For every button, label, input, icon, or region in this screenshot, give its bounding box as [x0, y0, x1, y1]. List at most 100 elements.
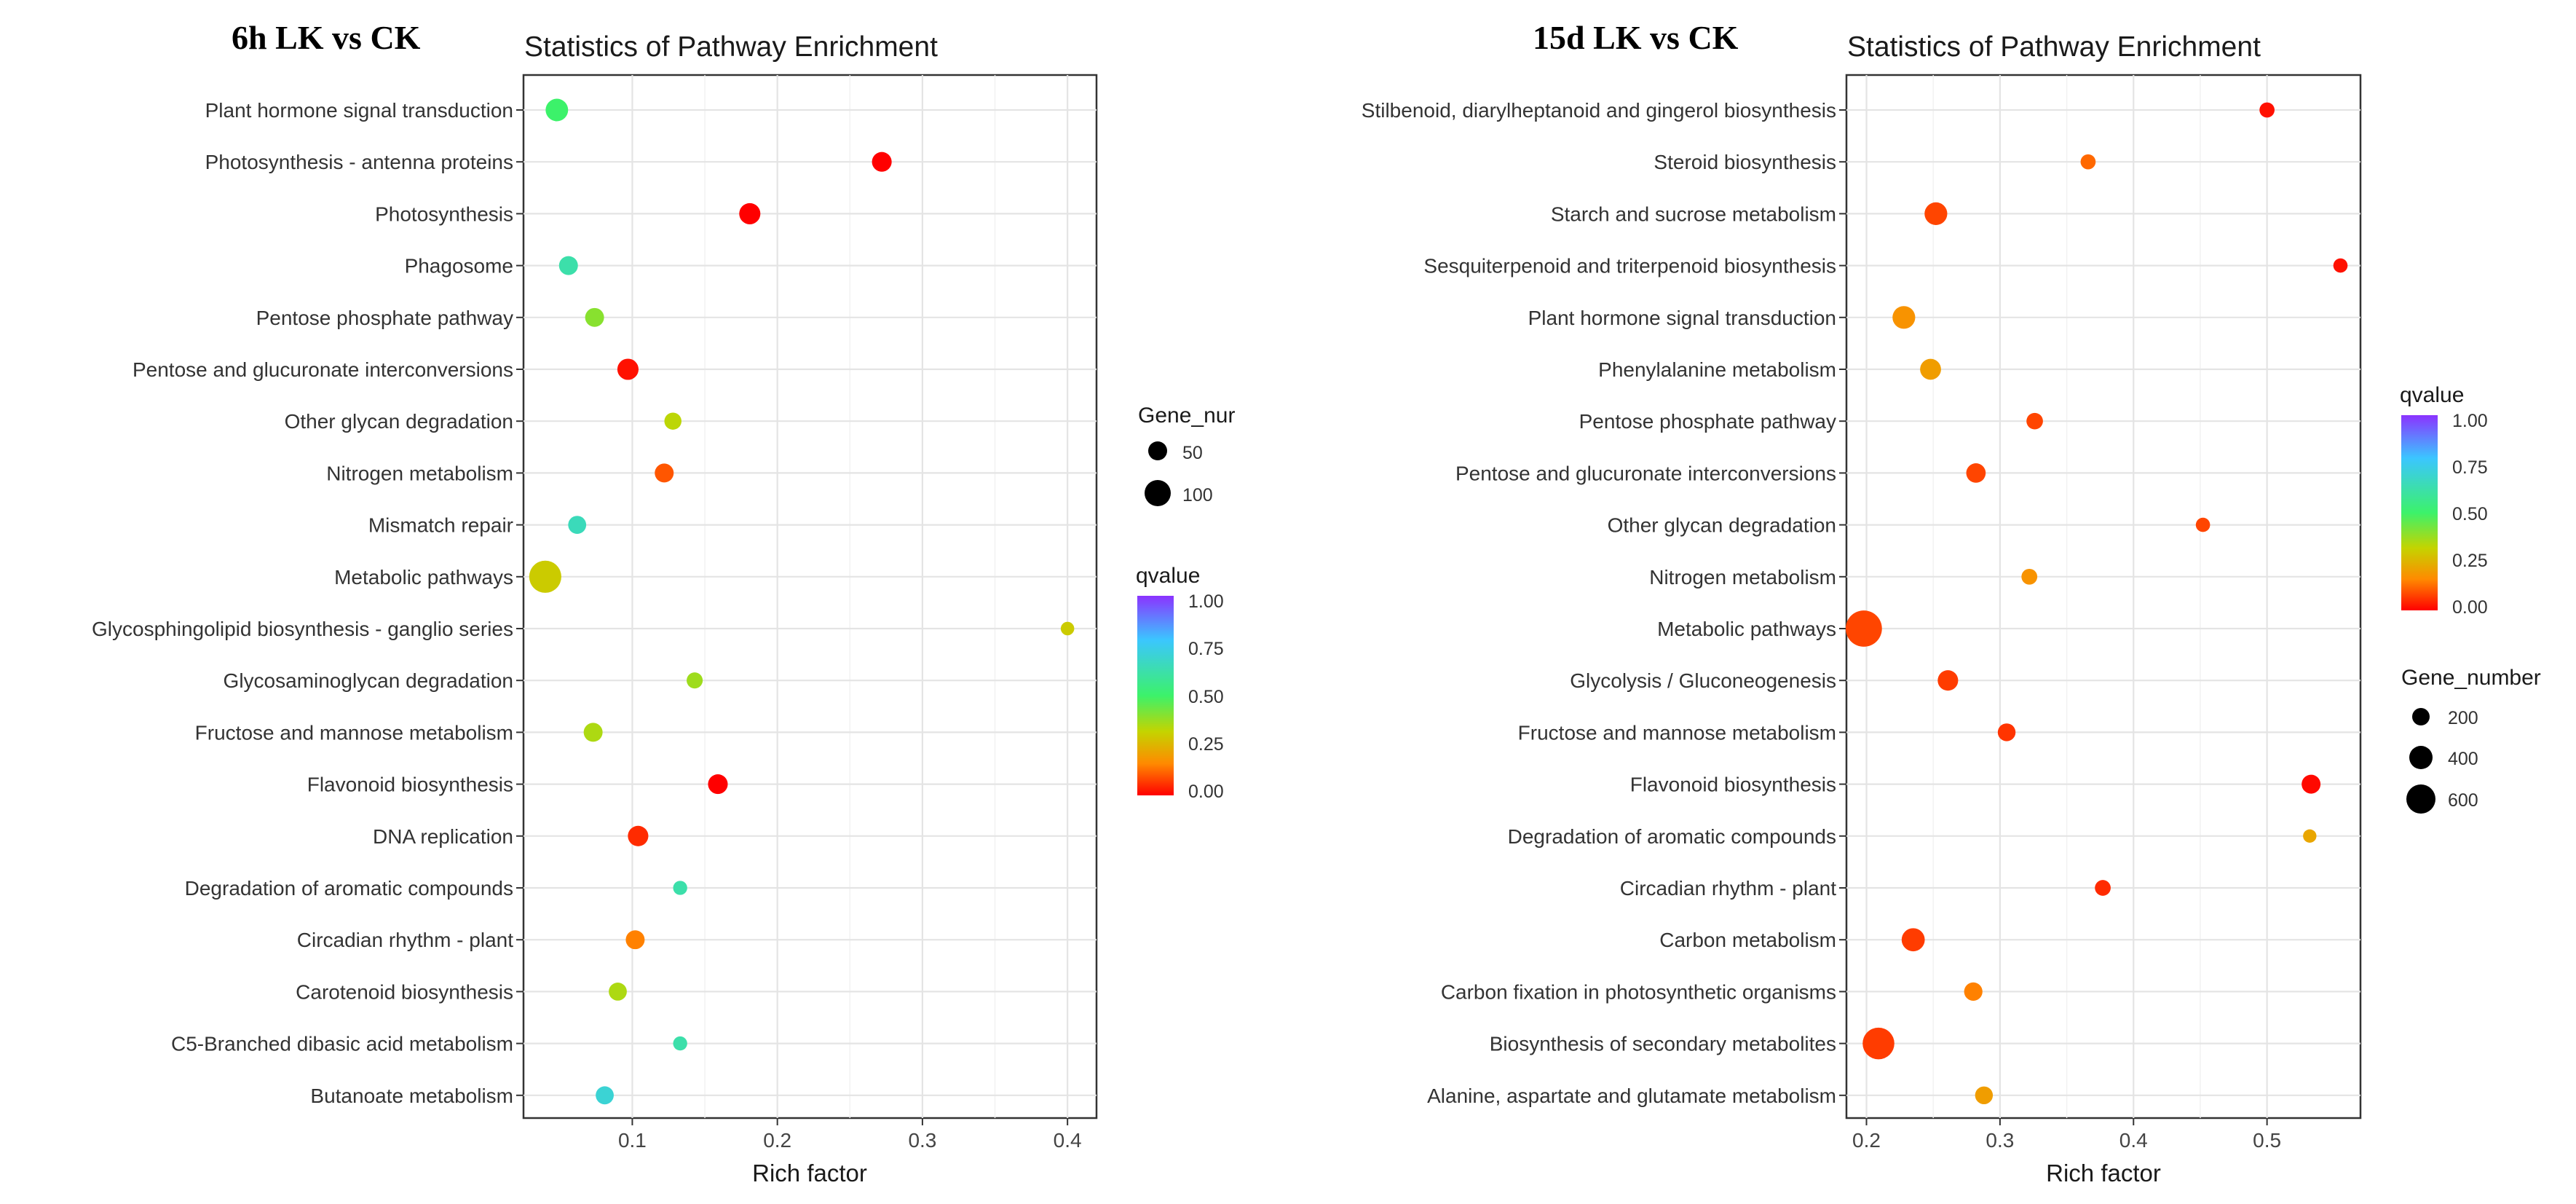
y-tick-label: Nitrogen metabolism	[1649, 566, 1836, 589]
x-tick-label: 0.2	[1852, 1129, 1881, 1152]
points-6h	[529, 98, 1075, 1105]
size-legend-label-600: 600	[2448, 790, 2478, 811]
scatter-point	[585, 307, 604, 327]
chart-6h-panel: 6h LK vs CK Statistics of Pathway Enrich…	[92, 19, 1235, 1187]
color-tick-025: 0.25	[2452, 551, 2488, 571]
size-legend-dot-200	[2412, 708, 2430, 725]
scatter-point	[1920, 358, 1941, 380]
y-tick-label: Degradation of aromatic compounds	[185, 877, 513, 900]
color-bar-15d	[2401, 415, 2438, 610]
y-tick-label: Circadian rhythm - plant	[1620, 877, 1836, 900]
size-legend-dot-600	[2406, 784, 2435, 814]
size-legend-title-6h: Gene_nur	[1138, 404, 1235, 428]
color-tick-075: 0.75	[2452, 457, 2488, 478]
y-tick-label: Pentose phosphate pathway	[1579, 410, 1836, 433]
y-tick-label: Plant hormone signal transduction	[1528, 307, 1836, 329]
y-tick-label: Flavonoid biosynthesis	[307, 774, 513, 796]
y-tick-label: Phagosome	[405, 255, 513, 278]
color-tick-000: 0.00	[1188, 782, 1224, 802]
scatter-point	[687, 672, 703, 689]
y-tick-label: Metabolic pathways	[334, 566, 513, 589]
y-tick-label: Degradation of aromatic compounds	[1508, 825, 1836, 848]
scatter-point	[1964, 982, 1983, 1002]
y-tick-label: Alanine, aspartate and glutamate metabol…	[1427, 1085, 1836, 1107]
x-axis-title-15d: Rich factor	[2046, 1160, 2161, 1187]
scatter-point	[1937, 670, 1959, 691]
x-tick-label: 0.1	[618, 1129, 647, 1152]
y-tick-label: Carotenoid biosynthesis	[296, 980, 513, 1003]
scatter-point	[708, 774, 728, 795]
scatter-point	[617, 358, 639, 380]
color-legend-title-15d: qvalue	[2400, 383, 2464, 407]
y-tick-label: Glycosphingolipid biosynthesis - ganglio…	[92, 618, 513, 640]
scatter-point	[2195, 517, 2210, 532]
y-tick-label: Sesquiterpenoid and triterpenoid biosynt…	[1423, 255, 1836, 278]
size-legend-label-400: 400	[2448, 749, 2478, 769]
scatter-point	[628, 825, 649, 846]
y-tick-label: Mismatch repair	[368, 514, 513, 537]
y-tick-label: Other glycan degradation	[1608, 514, 1836, 537]
scatter-point	[1975, 1086, 1994, 1105]
chart-title-6h: Statistics of Pathway Enrichment	[524, 31, 938, 63]
size-legend-label-50: 50	[1182, 443, 1203, 463]
y-tick-label: Flavonoid biosynthesis	[1630, 774, 1836, 796]
scatter-point	[609, 983, 627, 1001]
color-legend-15d: qvalue 1.00 0.75 0.50 0.25 0.00	[2400, 383, 2488, 618]
x-axis-ticks-6h: 0.1 0.2 0.3 0.4	[618, 1118, 1082, 1152]
scatter-point	[1901, 928, 1925, 952]
scatter-point	[1862, 1027, 1895, 1060]
scatter-point	[739, 202, 761, 224]
scatter-point	[1966, 463, 1986, 483]
scatter-point	[596, 1086, 614, 1105]
scatter-point	[2095, 880, 2111, 896]
y-tick-label: Steroid biosynthesis	[1654, 151, 1836, 173]
y-tick-label: Circadian rhythm - plant	[297, 929, 513, 951]
scatter-point	[2303, 829, 2317, 843]
size-legend-15d: Gene_number 200 400 600	[2401, 666, 2541, 814]
y-tick-label: Other glycan degradation	[285, 410, 513, 433]
color-tick-025: 0.25	[1188, 734, 1224, 755]
y-tick-label: Biosynthesis of secondary metabolites	[1490, 1033, 1836, 1055]
x-axis-title-6h: Rich factor	[752, 1160, 867, 1187]
plot-area-15d	[1845, 74, 2362, 1120]
scatter-point	[568, 516, 587, 534]
scatter-point	[625, 930, 645, 950]
y-tick-label: Glycosaminoglycan degradation	[224, 669, 513, 692]
color-tick-100: 1.00	[1188, 591, 1224, 612]
scatter-point	[872, 152, 892, 172]
x-tick-label: 0.4	[2119, 1129, 2148, 1152]
grid-6h	[524, 75, 1097, 1118]
scatter-point	[529, 560, 561, 593]
scatter-point	[583, 723, 603, 742]
x-tick-label: 0.3	[908, 1129, 936, 1152]
y-tick-label: Plant hormone signal transduction	[205, 99, 513, 122]
scatter-point	[2333, 258, 2348, 273]
y-tick-label: Butanoate metabolism	[310, 1085, 513, 1107]
scatter-point	[1845, 610, 1882, 647]
color-legend-title-6h: qvalue	[1136, 564, 1200, 588]
scatter-point	[2302, 774, 2321, 794]
y-axis-labels-15d: Stilbenoid, diarylheptanoid and gingerol…	[1362, 99, 1846, 1107]
x-tick-label: 0.4	[1054, 1129, 1082, 1152]
scatter-point	[2080, 154, 2096, 170]
chart-15d-panel: 15d LK vs CK Statistics of Pathway Enric…	[1362, 19, 2541, 1187]
scatter-point	[673, 1036, 687, 1051]
color-tick-000: 0.00	[2452, 597, 2488, 618]
y-tick-label: Glycolysis / Gluconeogenesis	[1570, 669, 1836, 692]
y-axis-labels-6h: Plant hormone signal transduction Photosy…	[92, 99, 524, 1107]
x-axis-ticks-15d: 0.2 0.3 0.4 0.5	[1852, 1118, 2281, 1152]
x-tick-label: 0.3	[1986, 1129, 2014, 1152]
y-tick-label: Metabolic pathways	[1657, 618, 1836, 640]
y-tick-label: C5-Branched dibasic acid metabolism	[171, 1033, 513, 1055]
scatter-point	[1997, 723, 2016, 741]
y-tick-label: Carbon fixation in photosynthetic organi…	[1441, 980, 1836, 1003]
scatter-point	[1060, 621, 1075, 636]
y-tick-label: Starch and sucrose metabolism	[1551, 202, 1836, 225]
scatter-point	[673, 881, 687, 895]
y-tick-label: Fructose and mannose metabolism	[195, 721, 513, 744]
y-tick-label: Pentose phosphate pathway	[256, 307, 513, 329]
color-tick-100: 1.00	[2452, 411, 2488, 431]
y-tick-label: Carbon metabolism	[1659, 929, 1836, 951]
size-legend-6h: Gene_nur 50 100	[1138, 404, 1235, 506]
